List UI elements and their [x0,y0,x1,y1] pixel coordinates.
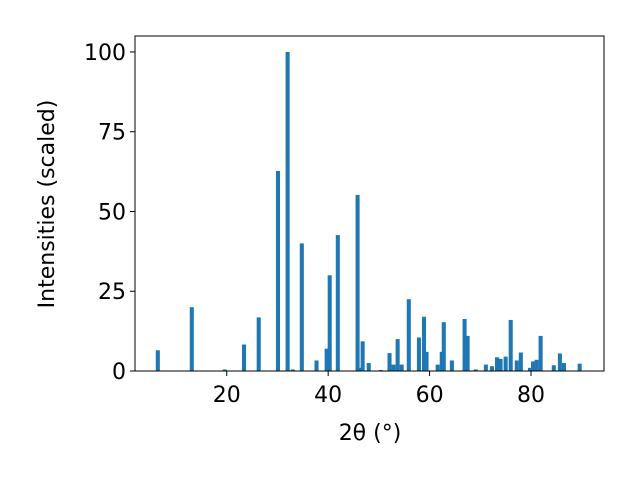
bar [324,348,329,371]
bar [314,360,319,371]
bar [222,369,227,371]
y-tick-label: 0 [112,360,126,385]
bar [285,51,290,371]
bar [435,364,440,371]
x-axis-label: 2θ (°) [339,421,402,446]
bar [290,369,295,371]
bar [424,351,429,371]
bar [498,358,503,371]
x-tick-label: 20 [213,383,241,408]
bar [391,364,396,371]
bar [483,364,488,371]
bar [508,319,513,371]
bar [465,335,470,371]
bar [494,357,500,371]
bar [360,341,365,371]
y-tick-label: 75 [98,121,126,146]
bar [514,360,519,371]
bar [518,352,523,371]
bar [503,356,508,371]
bar [577,363,582,371]
y-tick-label: 50 [98,200,126,225]
plot-frame [134,35,605,372]
bar [534,359,539,371]
bar [462,318,467,371]
x-tick-label: 40 [314,383,342,408]
x-tick-label: 80 [517,383,545,408]
bar [335,235,340,371]
bar [489,366,494,371]
bar [441,322,446,371]
bar [275,170,281,371]
bar [538,335,543,371]
bar [473,369,478,371]
y-tick-label: 25 [98,280,126,305]
y-tick-label: 100 [84,41,126,66]
bar [416,337,421,371]
bar [355,194,360,371]
bar [241,344,247,371]
bar [256,317,261,371]
bar [399,364,404,371]
bar [366,363,371,371]
bar [406,299,411,371]
bar [327,275,332,371]
bar [527,367,533,371]
y-axis-label: Intensities (scaled) [35,100,60,309]
bar [557,353,562,371]
bar [449,360,454,371]
bar [561,363,566,371]
bar [551,365,556,371]
bar [395,339,400,371]
x-tick-label: 60 [416,383,444,408]
bar [155,350,160,371]
bar [299,243,304,371]
bar [189,307,194,371]
bar [530,361,536,371]
bar [387,353,392,371]
bar [421,316,427,371]
